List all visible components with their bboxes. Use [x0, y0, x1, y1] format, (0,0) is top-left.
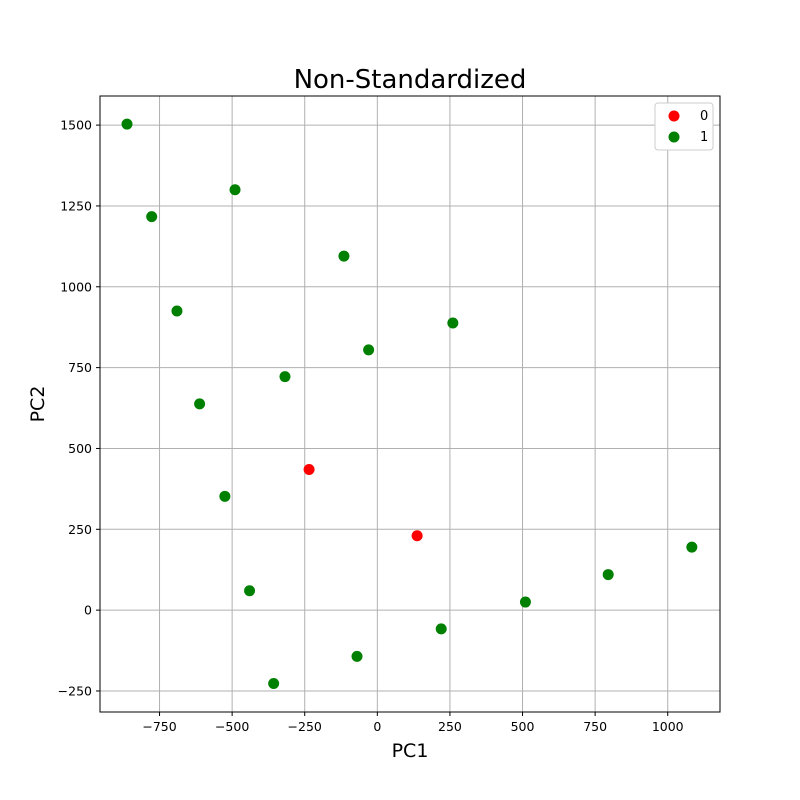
data-point-class-1: [219, 490, 231, 502]
data-point-class-0: [411, 530, 423, 542]
axis-ticks: −750 −500 −250 0 250 500 750 1000 −250 0 250 500 750…: [58, 118, 684, 734]
axes-frame: [99, 95, 721, 713]
y-tick-label: 0: [84, 603, 92, 618]
data-point-class-1: [121, 118, 133, 130]
data-point-class-1: [447, 317, 459, 329]
data-point-class-1: [435, 623, 447, 635]
data-point-class-0: [303, 463, 315, 475]
data-point-class-1: [602, 569, 614, 581]
x-tick-label: 0: [373, 719, 381, 734]
legend-marker-1: [668, 131, 680, 143]
data-point-class-1: [194, 398, 206, 410]
y-tick-label: 250: [68, 522, 92, 537]
x-tick-label: 1000: [652, 719, 684, 734]
grid: [100, 96, 720, 712]
data-point-class-1: [351, 650, 363, 662]
x-tick-label: −500: [215, 719, 249, 734]
y-tick-label: 1250: [60, 198, 92, 213]
x-tick-label: 250: [438, 719, 462, 734]
legend: 0 1: [654, 102, 714, 151]
y-tick-label: 500: [68, 441, 92, 456]
data-points: [121, 118, 698, 690]
data-point-class-1: [268, 678, 280, 690]
data-point-class-1: [171, 305, 183, 317]
data-point-class-1: [686, 541, 698, 553]
data-point-class-1: [229, 184, 241, 196]
data-point-class-1: [363, 344, 375, 356]
legend-marker-0: [668, 110, 680, 122]
y-tick-label: 1500: [60, 118, 92, 133]
y-tick-label: −250: [58, 683, 92, 698]
y-axis-label: PC2: [27, 386, 49, 423]
y-tick-label: 750: [68, 360, 92, 375]
legend-label-1: 1: [700, 130, 708, 145]
x-tick-label: −750: [142, 719, 176, 734]
x-tick-label: 750: [583, 719, 607, 734]
data-point-class-1: [279, 371, 291, 383]
x-axis-label: PC1: [392, 740, 429, 762]
x-tick-label: 500: [511, 719, 535, 734]
data-point-class-1: [146, 211, 158, 223]
data-point-class-1: [338, 250, 350, 262]
x-tick-label: −250: [288, 719, 322, 734]
chart-title: Non-Standardized: [294, 65, 527, 95]
data-point-class-1: [244, 585, 256, 597]
data-point-class-1: [519, 596, 531, 608]
legend-label-0: 0: [700, 109, 708, 124]
y-tick-label: 1000: [60, 279, 92, 294]
